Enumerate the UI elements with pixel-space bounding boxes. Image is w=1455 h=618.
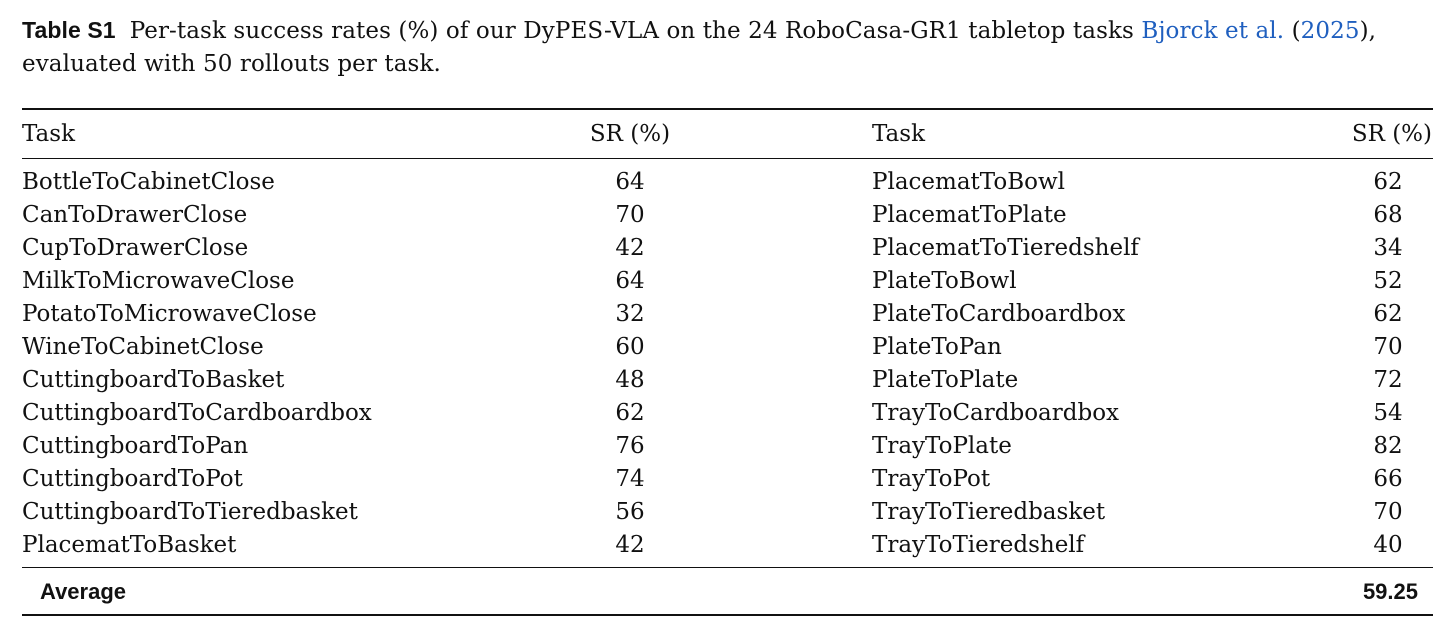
success-rate-cell: 68 bbox=[1373, 202, 1403, 228]
task-name-cell: PlacematToBowl bbox=[872, 169, 1065, 195]
task-name-cell: CuttingboardToPan bbox=[22, 433, 249, 459]
right-task-column: PlacematToBowl PlacematToPlate PlacematToT… bbox=[872, 166, 1139, 562]
success-rate-cell: 70 bbox=[1373, 499, 1403, 525]
success-rate-cell: 32 bbox=[615, 301, 645, 327]
success-rate-cell: 62 bbox=[615, 400, 645, 426]
success-rate-cell: 42 bbox=[615, 235, 645, 261]
success-rate-cell: 60 bbox=[615, 334, 645, 360]
task-name-cell: BottleToCabinetClose bbox=[22, 169, 275, 195]
success-rate-cell: 64 bbox=[615, 169, 645, 195]
citation-author-link[interactable]: Bjorck et al. bbox=[1141, 18, 1285, 44]
success-rate-cell: 70 bbox=[1373, 334, 1403, 360]
header-sr-left: SR (%) bbox=[589, 121, 671, 147]
caption-text: Per-task success rates (%) of our DyPES-… bbox=[129, 18, 1142, 44]
task-name-cell: TrayToTieredshelf bbox=[872, 532, 1085, 558]
task-name-cell: CuttingboardToTieredbasket bbox=[22, 499, 358, 525]
success-rate-cell: 52 bbox=[1373, 268, 1403, 294]
task-name-cell: PlateToPan bbox=[872, 334, 1002, 360]
header-task-right: Task bbox=[872, 121, 926, 147]
table-top-rule bbox=[22, 108, 1433, 110]
success-rate-cell: 64 bbox=[615, 268, 645, 294]
success-rate-cell: 72 bbox=[1373, 367, 1403, 393]
header-task-left: Task bbox=[22, 121, 76, 147]
citation-year-link[interactable]: 2025 bbox=[1300, 18, 1360, 44]
task-name-cell: TrayToPot bbox=[872, 466, 991, 492]
caption-text-end: ), evaluated with 50 rollouts per task. bbox=[22, 18, 1377, 77]
task-name-cell: PlacematToPlate bbox=[872, 202, 1067, 228]
success-rate-cell: 48 bbox=[615, 367, 645, 393]
task-name-cell: CuttingboardToCardboardbox bbox=[22, 400, 372, 426]
right-sr-column: 62 68 34 52 62 70 72 54 82 66 70 40 bbox=[1318, 166, 1455, 562]
success-rate-cell: 56 bbox=[615, 499, 645, 525]
task-name-cell: PlacematToBasket bbox=[22, 532, 237, 558]
citation-paren-open: ( bbox=[1284, 18, 1301, 44]
table-header-rule bbox=[22, 158, 1433, 159]
table-average-rule bbox=[22, 567, 1433, 568]
left-task-column: BottleToCabinetClose CanToDrawerClose CupT… bbox=[22, 166, 372, 562]
task-name-cell: PlateToCardboardbox bbox=[872, 301, 1126, 327]
task-name-cell: TrayToPlate bbox=[872, 433, 1012, 459]
task-name-cell: CuttingboardToBasket bbox=[22, 367, 285, 393]
average-value: 59.25 bbox=[1362, 579, 1418, 604]
success-rate-cell: 34 bbox=[1373, 235, 1403, 261]
success-rate-cell: 42 bbox=[615, 532, 645, 558]
success-rate-cell: 62 bbox=[1373, 169, 1403, 195]
success-rate-cell: 74 bbox=[615, 466, 645, 492]
task-name-cell: TrayToCardboardbox bbox=[872, 400, 1120, 426]
success-rate-cell: 76 bbox=[615, 433, 645, 459]
success-rate-cell: 66 bbox=[1373, 466, 1403, 492]
task-name-cell: CuttingboardToPot bbox=[22, 466, 243, 492]
task-name-cell: PlacematToTieredshelf bbox=[872, 235, 1139, 261]
table-bottom-rule bbox=[22, 614, 1433, 616]
task-name-cell: PlateToBowl bbox=[872, 268, 1017, 294]
success-rate-cell: 82 bbox=[1373, 433, 1403, 459]
task-name-cell: MilkToMicrowaveClose bbox=[22, 268, 295, 294]
table-caption: Table S1 Per-task success rates (%) of ou… bbox=[22, 14, 1437, 81]
header-sr-right: SR (%) bbox=[1351, 121, 1432, 147]
average-label: Average bbox=[40, 579, 127, 604]
task-name-cell: CanToDrawerClose bbox=[22, 202, 248, 228]
task-name-cell: CupToDrawerClose bbox=[22, 235, 249, 261]
success-rate-cell: 54 bbox=[1373, 400, 1403, 426]
success-rate-cell: 40 bbox=[1373, 532, 1403, 558]
task-name-cell: WineToCabinetClose bbox=[22, 334, 264, 360]
task-name-cell: TrayToTieredbasket bbox=[872, 499, 1106, 525]
success-rate-cell: 62 bbox=[1373, 301, 1403, 327]
success-rate-cell: 70 bbox=[615, 202, 645, 228]
left-sr-column: 64 70 42 64 32 60 48 62 76 74 56 42 bbox=[560, 166, 700, 562]
task-name-cell: PotatoToMicrowaveClose bbox=[22, 301, 317, 327]
task-name-cell: PlateToPlate bbox=[872, 367, 1019, 393]
table-label: Table S1 bbox=[22, 17, 116, 43]
